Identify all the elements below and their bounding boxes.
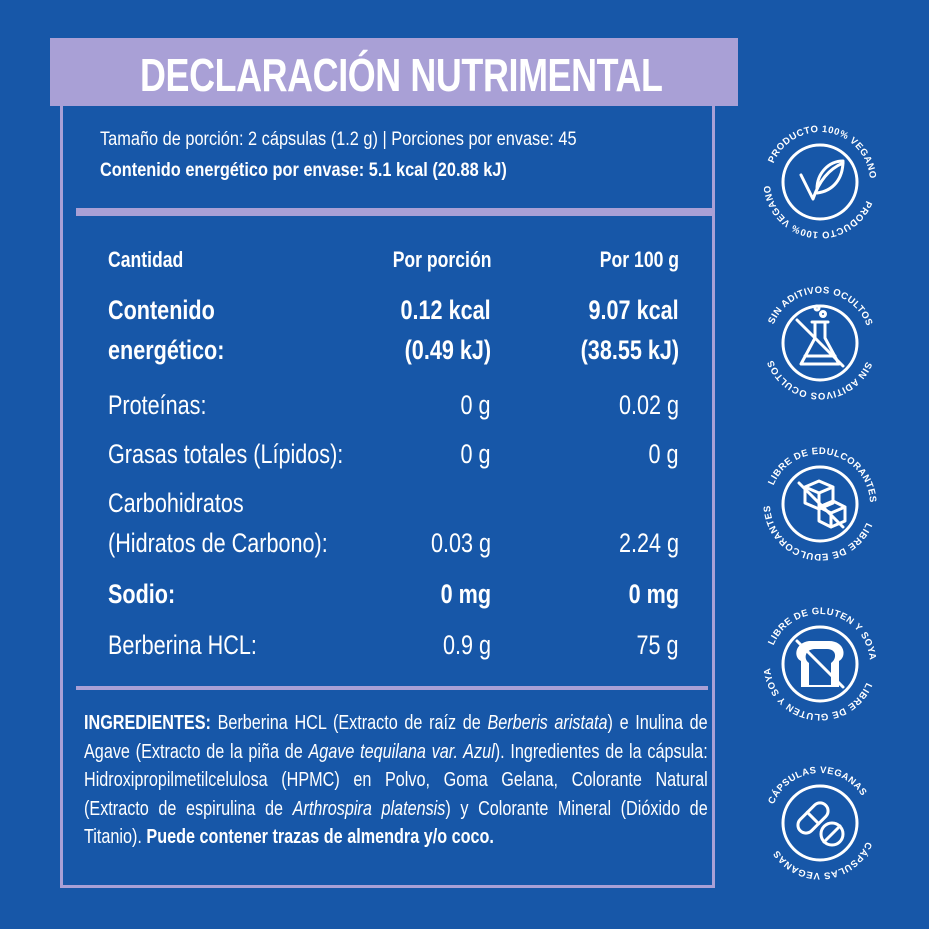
row-energy-label-1: Contenido	[108, 295, 215, 325]
bread-crossed-icon	[795, 639, 845, 689]
sweetener-free-badge: LIBRE DE EDULCORANTES LIBRE DE EDULCORAN…	[762, 446, 878, 562]
ingredients-part-3: ). Ingredientes de la cápsula: Hidroxipr…	[84, 740, 708, 820]
row-energy-per-serving-kj: (0.49 kJ)	[404, 335, 491, 365]
row-energy-per-100g-kcal: 9.07 kcal	[588, 295, 679, 325]
row-energy-per-100g-kj: (38.55 kJ)	[580, 335, 679, 365]
row-carbs-label-2: (Hidratos de Carbono):	[108, 528, 328, 558]
column-header-per-serving: Por porción	[392, 247, 491, 272]
ingredients-part-2: ) e Inulina de Agave (Extracto de la piñ…	[84, 712, 708, 763]
row-berberine-label: Berberina HCL:	[108, 630, 257, 660]
header-divider	[76, 208, 713, 216]
row-sodium-per-serving: 0 mg	[440, 579, 491, 609]
row-berberine-per-serving: 0.9 g	[442, 630, 491, 660]
sugar-cube-crossed-icon	[797, 479, 847, 529]
column-header-name: Cantidad	[108, 247, 184, 272]
row-fats-label: Grasas totales (Lípidos):	[108, 439, 344, 469]
no-hidden-additives-badge: SIN ADITIVOS OCULTOS SIN ADITIVOS OCULTO…	[765, 285, 874, 401]
serving-size-info: Tamaño de porción: 2 cápsulas (1.2 g) | …	[100, 129, 577, 150]
vegan-product-badge: PRODUCTO 100% VEGANO PRODUCTO 100% VEGAN…	[762, 124, 877, 240]
leaf-check-icon	[799, 159, 845, 201]
ingredients-part-1: Berberina HCL (Extracto de raíz de	[210, 712, 488, 734]
title-bar	[50, 38, 738, 106]
ingredients-species-3: Arthrospira platensis	[292, 797, 446, 820]
row-sodium-label: Sodio:	[108, 579, 176, 609]
row-carbs-label-1: Carbohidratos	[108, 488, 244, 518]
row-fats-per-serving: 0 g	[460, 439, 491, 469]
row-carbs-per-serving: 0.03 g	[430, 528, 491, 558]
ingredients-text: INGREDIENTES: Berberina HCL (Extracto de…	[84, 709, 708, 852]
page-title: DECLARACIÓN NUTRIMENTAL	[140, 49, 663, 101]
row-fats-per-100g: 0 g	[648, 439, 679, 469]
ingredients-part-4: ) y Colorante Mineral (Dióxido de Titani…	[84, 797, 708, 849]
row-carbs-per-100g: 2.24 g	[618, 528, 679, 558]
column-header-per-100g: Por 100 g	[599, 247, 679, 272]
ingredients-species-1: Berberis aristata	[487, 712, 608, 734]
ingredients-divider	[76, 686, 708, 690]
energy-per-package-info: Contenido energético por envase: 5.1 kca…	[100, 160, 507, 181]
row-sodium-per-100g: 0 mg	[628, 579, 679, 609]
flask-crossed-icon	[795, 304, 845, 368]
row-proteins-per-serving: 0 g	[460, 390, 491, 420]
allergen-warning: Puede contener trazas de almendra y/o co…	[146, 826, 494, 848]
row-berberine-per-100g: 75 g	[636, 630, 679, 660]
vegan-capsules-badge: CÁPSULAS VEGANAS CÁPSULAS VEGANAS	[766, 765, 873, 881]
row-energy-label-2: energético:	[108, 335, 225, 365]
row-proteins-per-100g: 0.02 g	[618, 390, 679, 420]
row-energy-per-serving-kcal: 0.12 kcal	[400, 295, 491, 325]
ingredients-label: INGREDIENTES:	[84, 712, 211, 734]
gluten-soy-free-badge: LIBRE DE GLUTEN Y SOYA LIBRE DE GLUTEN Y…	[762, 606, 877, 722]
ingredients-species-2: Agave tequilana var. Azul	[308, 740, 495, 763]
capsule-icon	[796, 801, 845, 847]
row-proteins-label: Proteínas:	[108, 390, 207, 420]
